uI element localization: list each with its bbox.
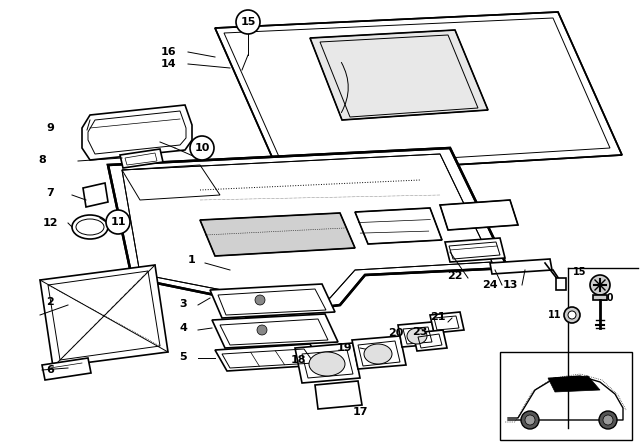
- Text: 2: 2: [46, 297, 54, 307]
- Text: 13: 13: [502, 280, 518, 290]
- Circle shape: [257, 325, 267, 335]
- Polygon shape: [200, 213, 355, 256]
- Text: 00C24838: 00C24838: [514, 434, 554, 443]
- Circle shape: [255, 295, 265, 305]
- Bar: [556, 278, 566, 290]
- Polygon shape: [310, 30, 488, 120]
- Polygon shape: [215, 344, 322, 371]
- Polygon shape: [122, 154, 492, 310]
- Text: 3: 3: [179, 299, 187, 309]
- Circle shape: [599, 411, 617, 429]
- Text: 17: 17: [352, 407, 368, 417]
- Text: 19: 19: [337, 343, 353, 353]
- Circle shape: [190, 136, 214, 160]
- Text: 5: 5: [179, 352, 187, 362]
- Text: 18: 18: [291, 355, 306, 365]
- Text: 10: 10: [195, 143, 210, 153]
- Polygon shape: [413, 330, 447, 351]
- Text: 15: 15: [573, 267, 587, 277]
- Polygon shape: [295, 343, 360, 383]
- Bar: [593, 295, 607, 300]
- Text: 20: 20: [388, 328, 404, 338]
- Polygon shape: [40, 265, 168, 367]
- Text: 24: 24: [482, 280, 498, 290]
- Polygon shape: [215, 12, 622, 175]
- Text: 23: 23: [412, 327, 428, 337]
- Polygon shape: [440, 200, 518, 230]
- Polygon shape: [430, 312, 464, 333]
- Polygon shape: [490, 259, 552, 274]
- Circle shape: [521, 411, 539, 429]
- Ellipse shape: [72, 215, 108, 239]
- Text: 15: 15: [240, 17, 256, 27]
- Text: 14: 14: [160, 59, 176, 69]
- Polygon shape: [315, 381, 362, 409]
- Circle shape: [236, 10, 260, 34]
- Text: 1: 1: [188, 255, 196, 265]
- Text: 9: 9: [46, 123, 54, 133]
- Text: 6: 6: [46, 365, 54, 375]
- Ellipse shape: [309, 352, 345, 376]
- Circle shape: [525, 415, 535, 425]
- Polygon shape: [108, 148, 508, 318]
- Text: 10: 10: [601, 293, 615, 303]
- Text: 12: 12: [42, 218, 58, 228]
- Text: 22: 22: [447, 271, 463, 281]
- Text: 7: 7: [46, 188, 54, 198]
- Bar: [500, 352, 632, 440]
- Polygon shape: [82, 105, 192, 160]
- Ellipse shape: [364, 344, 392, 364]
- Circle shape: [590, 275, 610, 295]
- Polygon shape: [355, 208, 442, 244]
- Circle shape: [106, 210, 130, 234]
- Polygon shape: [83, 183, 108, 207]
- Polygon shape: [212, 314, 338, 348]
- Polygon shape: [445, 238, 505, 262]
- Polygon shape: [120, 149, 163, 168]
- Circle shape: [568, 311, 576, 319]
- Ellipse shape: [407, 328, 427, 344]
- Polygon shape: [210, 284, 335, 318]
- Text: 4: 4: [179, 323, 187, 333]
- Polygon shape: [352, 336, 406, 369]
- Circle shape: [564, 307, 580, 323]
- Text: 8: 8: [38, 155, 46, 165]
- Text: 16: 16: [160, 47, 176, 57]
- Text: 21: 21: [430, 312, 445, 322]
- Polygon shape: [548, 376, 600, 392]
- Text: 11: 11: [548, 310, 562, 320]
- Text: 11: 11: [110, 217, 125, 227]
- Polygon shape: [42, 358, 91, 380]
- Circle shape: [603, 415, 613, 425]
- Polygon shape: [398, 322, 437, 347]
